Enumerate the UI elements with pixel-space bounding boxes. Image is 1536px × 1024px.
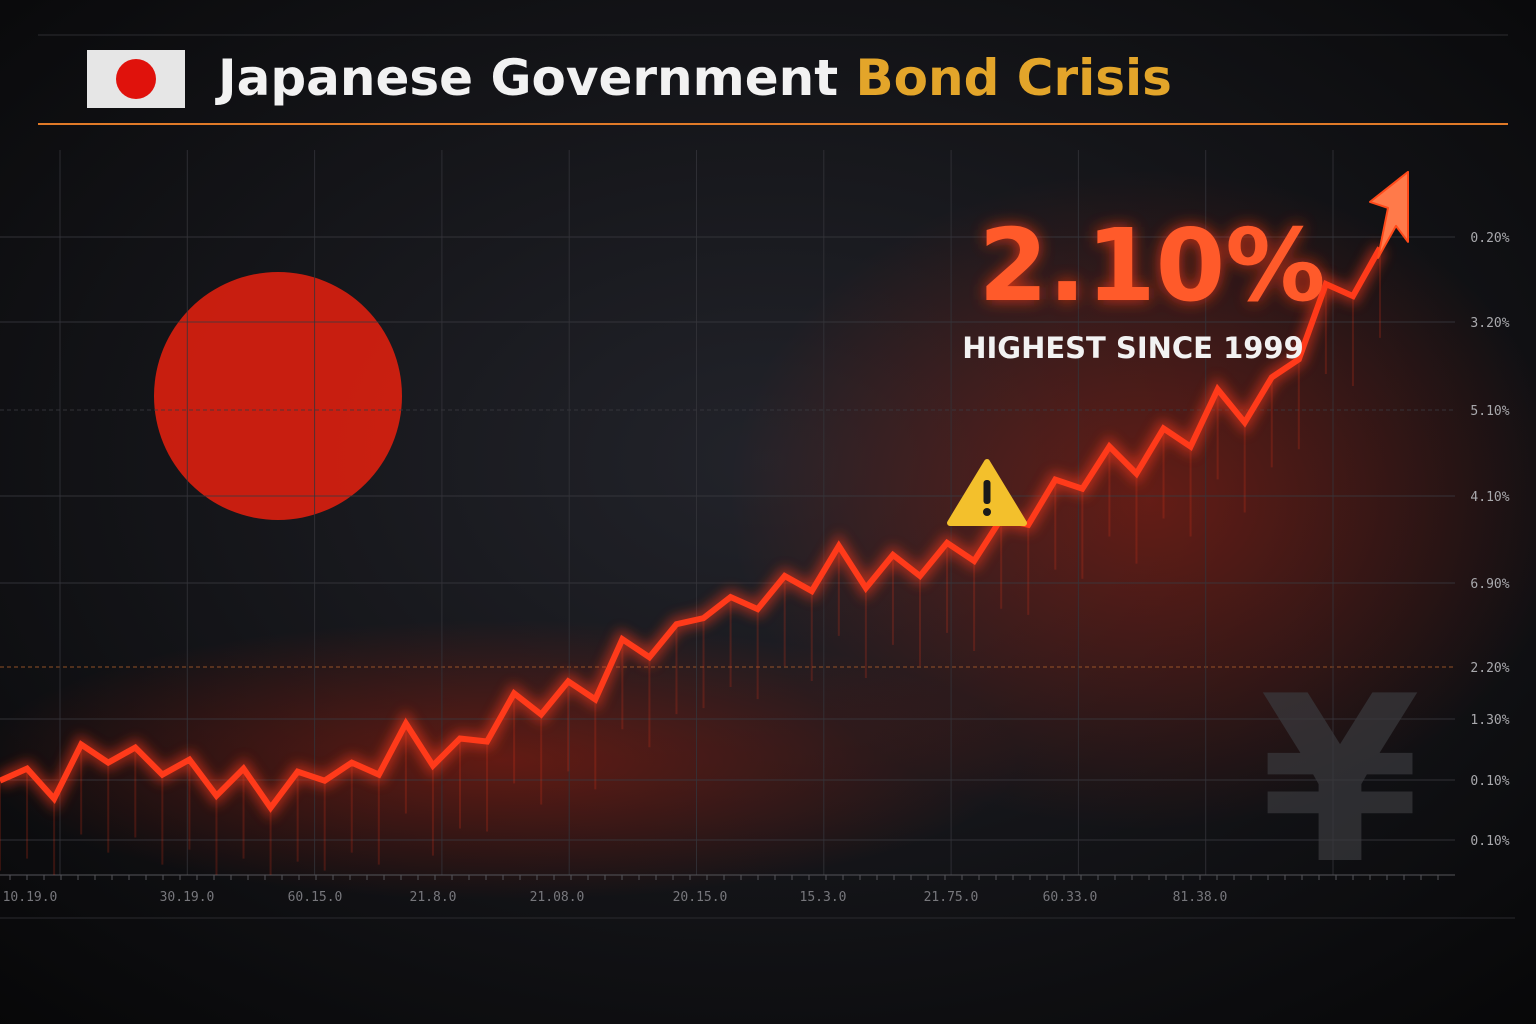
arrow-head <box>1369 170 1409 259</box>
x-tick-label: 60.15.0 <box>288 890 343 905</box>
x-tick-label: 21.08.0 <box>530 890 585 905</box>
x-tick-label: 81.38.0 <box>1173 890 1228 905</box>
annotation-glow: 2.10% <box>979 207 1326 324</box>
y-tick-label: 5.10% <box>1470 404 1509 419</box>
x-tick-label: 21.8.0 <box>410 890 457 905</box>
y-tick-label: 1.30% <box>1470 713 1509 728</box>
flag-disc <box>116 59 156 99</box>
y-tick-label: 6.90% <box>1470 577 1509 592</box>
sun-disc <box>154 272 402 520</box>
x-tick-label: 21.75.0 <box>924 890 979 905</box>
annotation-sub: HIGHEST SINCE 1999 <box>962 331 1304 365</box>
line <box>0 246 1383 813</box>
title-text: Japanese Government <box>215 49 856 107</box>
chart-title: Japanese Government Bond Crisis <box>215 49 1172 107</box>
y-tick-label: 4.10% <box>1470 490 1509 505</box>
y-tick-label: 0.10% <box>1470 774 1509 789</box>
x-tick-label: 20.15.0 <box>673 890 728 905</box>
y-tick-label: 3.20% <box>1470 316 1509 331</box>
glow <box>730 170 1536 830</box>
x-tick-label: 60.33.0 <box>1043 890 1098 905</box>
warning-icon <box>947 459 1027 526</box>
y-tick-label: 0.20% <box>1470 231 1509 246</box>
annotation-value: 2.10% <box>979 207 1326 324</box>
glow <box>0 620 1020 900</box>
x-tick-label: 10.19.0 <box>3 890 58 905</box>
y-tick-label: 2.20% <box>1470 661 1509 676</box>
yen-symbol: ¥ <box>1260 648 1420 915</box>
y-tick-label: 0.10% <box>1470 834 1509 849</box>
plot <box>0 170 1409 875</box>
title-highlight: Bond Crisis <box>856 49 1172 107</box>
x-tick-label: 15.3.0 <box>800 890 847 905</box>
x-tick-label: 30.19.0 <box>160 890 215 905</box>
